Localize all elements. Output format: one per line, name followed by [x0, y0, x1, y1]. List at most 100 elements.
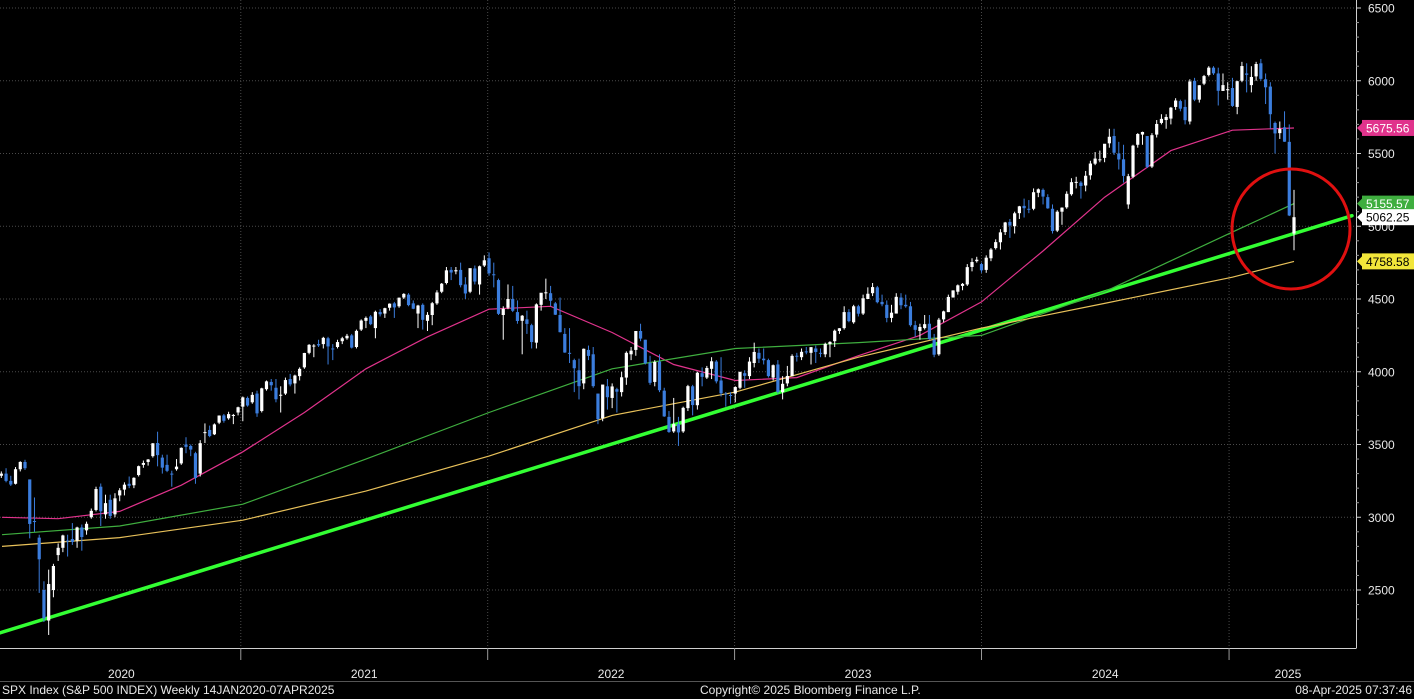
candle-body	[212, 424, 217, 435]
candle-body	[956, 285, 960, 292]
candle-body	[781, 383, 785, 393]
candle	[61, 534, 65, 553]
candle	[785, 365, 789, 387]
candle-body	[122, 484, 127, 490]
candle-body	[733, 387, 737, 394]
candle-body	[42, 590, 46, 619]
candle-body	[743, 373, 747, 376]
candle-body	[108, 499, 112, 516]
candle-body	[520, 315, 524, 321]
candle-body	[269, 381, 273, 386]
candle	[918, 323, 922, 340]
candle-body	[198, 443, 202, 474]
candle-body	[700, 373, 704, 377]
candle-body	[738, 371, 742, 388]
price-label-pointer	[1357, 122, 1362, 133]
candle	[1155, 120, 1159, 138]
candle	[904, 294, 908, 308]
candle	[889, 304, 894, 323]
candle-body	[193, 453, 198, 478]
candle-body	[146, 459, 150, 462]
candle-body	[979, 264, 984, 271]
candle-body	[1136, 134, 1140, 145]
candle-body	[719, 380, 723, 394]
candle-body	[288, 379, 292, 385]
candle	[1060, 207, 1064, 225]
candle	[137, 465, 141, 477]
candle	[823, 342, 827, 358]
candle-body	[544, 292, 548, 294]
candle-body	[728, 395, 733, 397]
candle-body	[889, 312, 894, 318]
candle-body	[615, 389, 619, 392]
candle	[681, 406, 685, 433]
candle-body	[572, 360, 576, 369]
candle	[1230, 77, 1235, 107]
candle-body	[1008, 221, 1012, 226]
candle	[923, 315, 927, 330]
price-label-text: 5155.57	[1366, 197, 1410, 211]
candle	[747, 357, 752, 380]
candle-body	[473, 268, 477, 282]
candle-body	[1150, 135, 1154, 167]
candle	[1263, 73, 1268, 105]
candle-body	[132, 477, 136, 486]
candle	[108, 494, 112, 519]
candle-body	[771, 365, 775, 378]
candle	[544, 278, 548, 299]
candle-body	[397, 297, 401, 307]
candle	[861, 294, 865, 316]
candle	[610, 383, 614, 409]
candle-body	[1046, 197, 1050, 209]
candle	[837, 328, 842, 334]
candle-body	[691, 386, 695, 406]
candle	[212, 423, 217, 436]
candle	[1079, 181, 1083, 199]
candle	[47, 569, 51, 635]
candle	[1278, 121, 1282, 139]
candle	[1273, 121, 1277, 154]
candle	[766, 358, 771, 378]
candle-body	[923, 324, 927, 329]
candle	[482, 255, 486, 267]
candle-body	[1003, 222, 1007, 233]
candle	[350, 333, 354, 349]
highlight-circle	[1230, 167, 1352, 291]
candle	[653, 360, 657, 387]
candle-body	[1202, 76, 1206, 84]
candle	[847, 309, 851, 323]
candle	[1207, 66, 1211, 77]
candle-body	[312, 345, 316, 347]
candle-body	[705, 367, 709, 378]
candle-body	[1174, 100, 1178, 107]
candle	[392, 301, 396, 318]
candle	[94, 486, 98, 512]
candle	[430, 301, 434, 326]
candle	[648, 355, 652, 385]
candle-body	[1093, 158, 1097, 164]
candle-body	[487, 258, 491, 274]
candle	[32, 497, 37, 532]
candle	[1249, 66, 1253, 93]
candle	[1117, 141, 1121, 170]
candle-body	[298, 368, 302, 377]
candle	[577, 358, 581, 400]
candle-body	[293, 375, 297, 384]
y-tick-label: 6000	[1368, 74, 1395, 88]
candle-body	[1188, 81, 1192, 122]
candle	[880, 294, 884, 307]
candle	[492, 262, 496, 288]
candle	[634, 331, 638, 356]
x-year-label: 2023	[845, 667, 872, 681]
candle-body	[965, 267, 969, 285]
candle	[605, 379, 610, 410]
candle-body	[629, 350, 633, 355]
candle-body	[203, 432, 207, 434]
candle-body	[648, 363, 652, 383]
candle-body	[1031, 192, 1036, 209]
candle-body	[236, 407, 240, 413]
candle	[155, 431, 160, 467]
candle	[809, 347, 813, 365]
candle-body	[250, 394, 254, 403]
